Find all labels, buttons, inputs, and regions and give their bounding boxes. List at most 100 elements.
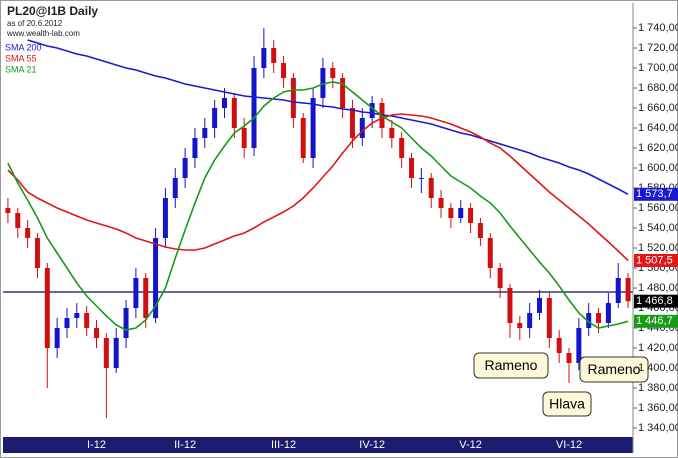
- annotation-box: [579, 356, 649, 383]
- candle-body: [389, 128, 395, 138]
- last-value-label: 1 466,8: [636, 295, 673, 307]
- candle-body: [162, 198, 168, 238]
- candle-body: [15, 213, 21, 228]
- last-value-box: [634, 187, 678, 201]
- candle-body: [576, 328, 582, 363]
- candle-body: [25, 228, 31, 238]
- y-tick-label: 1 400,00: [638, 362, 678, 374]
- x-tick-label: V-12: [459, 439, 482, 451]
- x-tick-label: VI-12: [556, 439, 582, 451]
- annotation-text: Rameno: [588, 361, 641, 377]
- candle-body: [605, 303, 611, 323]
- candle-body: [281, 63, 287, 78]
- x-tick-label: II-12: [174, 439, 196, 451]
- candle-body: [34, 238, 40, 268]
- legend-label: SMA 21: [5, 64, 37, 74]
- y-tick-label: 1 420,00: [638, 342, 678, 354]
- candle-body: [468, 208, 474, 223]
- candle-body: [477, 223, 483, 238]
- candle-body: [438, 198, 444, 208]
- candle-body: [64, 318, 70, 328]
- candle-body: [202, 128, 208, 138]
- candle-body: [527, 313, 533, 328]
- legend-label: SMA 55: [5, 53, 37, 63]
- candle-body: [320, 68, 326, 98]
- candle-body: [133, 278, 139, 308]
- candle-body: [349, 108, 355, 138]
- y-tick-label: 1 560,00: [638, 202, 678, 214]
- y-tick-label: 1 660,00: [638, 102, 678, 114]
- sma-line: [27, 39, 629, 196]
- last-value-box: [634, 254, 678, 267]
- candle-body: [546, 298, 552, 338]
- y-tick-label: 1 700,00: [638, 62, 678, 74]
- y-tick-label: 1 340,00: [638, 422, 678, 434]
- candle-body: [103, 338, 109, 368]
- candle-body: [507, 288, 513, 323]
- candle-body: [74, 313, 80, 318]
- annotation-text: Hlava: [549, 396, 585, 412]
- candle-body: [399, 138, 405, 158]
- source: www.wealth-lab.com: [6, 29, 80, 38]
- candle-body: [536, 298, 542, 313]
- candle-body: [428, 178, 434, 198]
- candle-body: [231, 98, 237, 128]
- y-tick-label: 1 540,00: [638, 222, 678, 234]
- candle-body: [5, 208, 11, 213]
- chart-subtitle: as of 20.6.2012: [7, 19, 63, 28]
- sma-line: [7, 81, 629, 331]
- last-value-box: [634, 314, 678, 328]
- candle-body: [221, 98, 227, 108]
- candle-body: [340, 78, 346, 108]
- chart-title: PL20@I1B Daily: [7, 4, 98, 18]
- candle-body: [517, 323, 523, 328]
- candle-body: [271, 48, 277, 63]
- annotations: Rameno Hlava Rameno: [473, 352, 649, 417]
- candle-body: [625, 278, 631, 302]
- y-tick-label: 1 520,00: [638, 242, 678, 254]
- candle-body: [487, 238, 493, 268]
- y-tick-label: 1 600,00: [638, 162, 678, 174]
- candle-body: [84, 313, 90, 328]
- sma-line: [7, 113, 629, 262]
- candle-body: [172, 178, 178, 198]
- last-value-label: 1 446,7: [636, 315, 673, 327]
- candle-body: [359, 118, 365, 138]
- candle-body: [143, 278, 149, 318]
- candle-body: [596, 313, 602, 323]
- y-tick-label: 1 360,00: [638, 402, 678, 414]
- candle-body: [448, 208, 454, 218]
- candle-body: [241, 128, 247, 148]
- candle-body: [290, 78, 296, 118]
- candle-body: [123, 308, 129, 338]
- x-tick-label: III-12: [271, 439, 296, 451]
- y-tick-label: 1 740,00: [638, 22, 678, 34]
- y-tick-label: 1 380,00: [638, 382, 678, 394]
- x-axis-bar: [3, 437, 633, 453]
- candle-body: [566, 353, 572, 363]
- candle-body: [369, 103, 375, 118]
- last-value-label: 1 573,7: [636, 188, 673, 200]
- candle-body: [251, 68, 257, 148]
- candle-body: [212, 108, 218, 128]
- candle-body: [330, 68, 336, 78]
- last-value-box: [634, 294, 678, 308]
- candle-body: [153, 238, 159, 318]
- candle-body: [94, 328, 100, 338]
- candle-body: [409, 158, 415, 178]
- candle-body: [54, 328, 60, 348]
- annotation-text: Rameno: [485, 357, 538, 373]
- candle-body: [310, 98, 316, 158]
- x-tick-label: I-12: [87, 439, 106, 451]
- candle-body: [586, 313, 592, 328]
- candle-body: [418, 178, 424, 179]
- candle-body: [556, 338, 562, 353]
- candle-body: [192, 138, 198, 158]
- y-tick-label: 1 680,00: [638, 82, 678, 94]
- candle-body: [261, 48, 267, 68]
- last-value-label: 1 507,5: [636, 254, 673, 266]
- candle-body: [113, 338, 119, 368]
- annotation-box: [473, 352, 549, 379]
